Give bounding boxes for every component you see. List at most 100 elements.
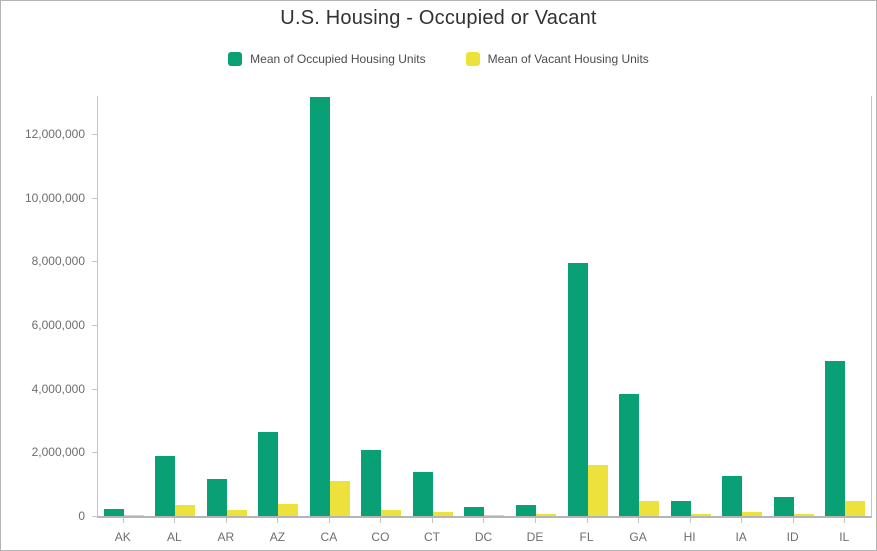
bar-group-co [356,96,408,516]
x-tick-mark [483,518,485,523]
x-tick-mark [328,518,330,523]
x-tick-label: FL [579,530,594,544]
x-cell-co: CO [355,518,407,544]
bar-group-ar [201,96,253,516]
bar-occupied-ak[interactable] [103,509,124,516]
x-tick-label: GA [629,530,647,544]
bar-vacant-ga[interactable] [639,500,660,516]
x-tick-label: AZ [269,530,286,544]
bar-occupied-ar[interactable] [206,479,227,516]
x-cell-al: AL [149,518,201,544]
chart-title: U.S. Housing - Occupied or Vacant [280,7,597,29]
y-tick-mark [92,197,98,199]
x-tick-mark [792,518,794,523]
bar-vacant-az[interactable] [278,503,299,516]
y-tick-mark [92,261,98,263]
x-tick-mark [277,518,279,523]
y-tick-mark [92,516,98,517]
x-cell-id: ID [767,518,819,544]
x-tick-label: IL [839,530,850,544]
x-cell-fl: FL [561,518,613,544]
x-cell-ar: AR [200,518,252,544]
x-cell-ak: AK [97,518,149,544]
x-cell-il: IL [818,518,870,544]
x-tick-label: CT [423,530,440,544]
bar-group-al [150,96,202,516]
bar-occupied-fl[interactable] [567,262,588,516]
x-cell-ca: CA [303,518,355,544]
x-cell-ga: GA [612,518,664,544]
bar-group-ct [407,96,459,516]
bar-vacant-ia[interactable] [742,511,763,516]
bar-occupied-ia[interactable] [722,476,743,516]
bar-occupied-al[interactable] [155,456,176,516]
x-tick-mark [844,518,846,523]
x-tick-label: AR [217,530,235,544]
y-tick-label: 2,000,000 [31,445,85,460]
bar-vacant-id[interactable] [793,513,814,516]
bar-occupied-id[interactable] [773,496,794,516]
bar-vacant-ar[interactable] [226,510,247,516]
bar-vacant-fl[interactable] [587,464,608,516]
bar-occupied-az[interactable] [258,432,279,516]
x-tick-label: IA [735,530,747,544]
x-tick-mark [586,518,588,523]
x-tick-label: CO [371,530,390,544]
bar-occupied-co[interactable] [361,449,382,516]
bar-group-de [510,96,562,516]
x-tick-label: HI [683,530,696,544]
bar-vacant-ct[interactable] [432,511,453,516]
legend: Mean of Occupied Housing Units Mean of V… [1,52,876,66]
bar-vacant-ca[interactable] [329,481,350,516]
x-cell-de: DE [509,518,561,544]
bar-group-ga [613,96,665,516]
x-cell-hi: HI [664,518,716,544]
x-tick-mark [380,518,382,523]
x-tick-mark [431,518,433,523]
x-tick-mark [174,518,176,523]
bar-occupied-hi[interactable] [670,501,691,516]
bar-group-il [819,96,871,516]
bar-vacant-de[interactable] [536,514,557,516]
y-tick-label: 4,000,000 [31,381,85,396]
x-tick-mark [638,518,640,523]
bar-occupied-dc[interactable] [464,507,485,516]
x-tick-mark [741,518,743,523]
bar-vacant-dc[interactable] [484,515,505,516]
x-cell-az: AZ [252,518,304,544]
bar-vacant-il[interactable] [845,500,866,516]
bar-occupied-de[interactable] [516,505,537,516]
x-axis: AK AL AR AZ CA CO CT DC DE FL GA HI IA ID IL [97,518,870,544]
bar-vacant-hi[interactable] [690,514,711,516]
y-tick-label: 6,000,000 [31,318,85,333]
legend-item-vacant[interactable]: Mean of Vacant Housing Units [465,52,649,66]
y-tick-mark [92,388,98,390]
bar-vacant-ak[interactable] [123,514,144,516]
bar-vacant-co[interactable] [381,509,402,516]
y-tick-label: 0 [78,509,85,523]
x-tick-mark [689,518,691,523]
bar-occupied-ct[interactable] [412,472,433,516]
y-tick-mark [92,134,98,136]
bar-occupied-il[interactable] [825,360,846,516]
x-tick-label: CA [320,530,338,544]
occupied-swatch-icon [228,52,243,66]
x-tick-label: AK [114,530,131,544]
y-tick-mark [92,325,98,327]
x-cell-ct: CT [406,518,458,544]
x-tick-label: AL [166,530,182,544]
y-tick-label: 10,000,000 [24,190,85,205]
legend-item-occupied[interactable]: Mean of Occupied Housing Units [228,52,426,66]
vacant-swatch-icon [465,52,480,66]
x-cell-dc: DC [458,518,510,544]
legend-label-vacant: Mean of Vacant Housing Units [487,52,649,66]
x-tick-label: DC [474,530,493,544]
bar-vacant-al[interactable] [175,504,196,516]
bar-occupied-ga[interactable] [619,394,640,516]
bar-occupied-ca[interactable] [309,97,330,516]
x-tick-label: ID [786,530,799,544]
y-tick-label: 8,000,000 [31,254,85,269]
x-tick-label: DE [526,530,544,544]
x-tick-mark [535,518,537,523]
